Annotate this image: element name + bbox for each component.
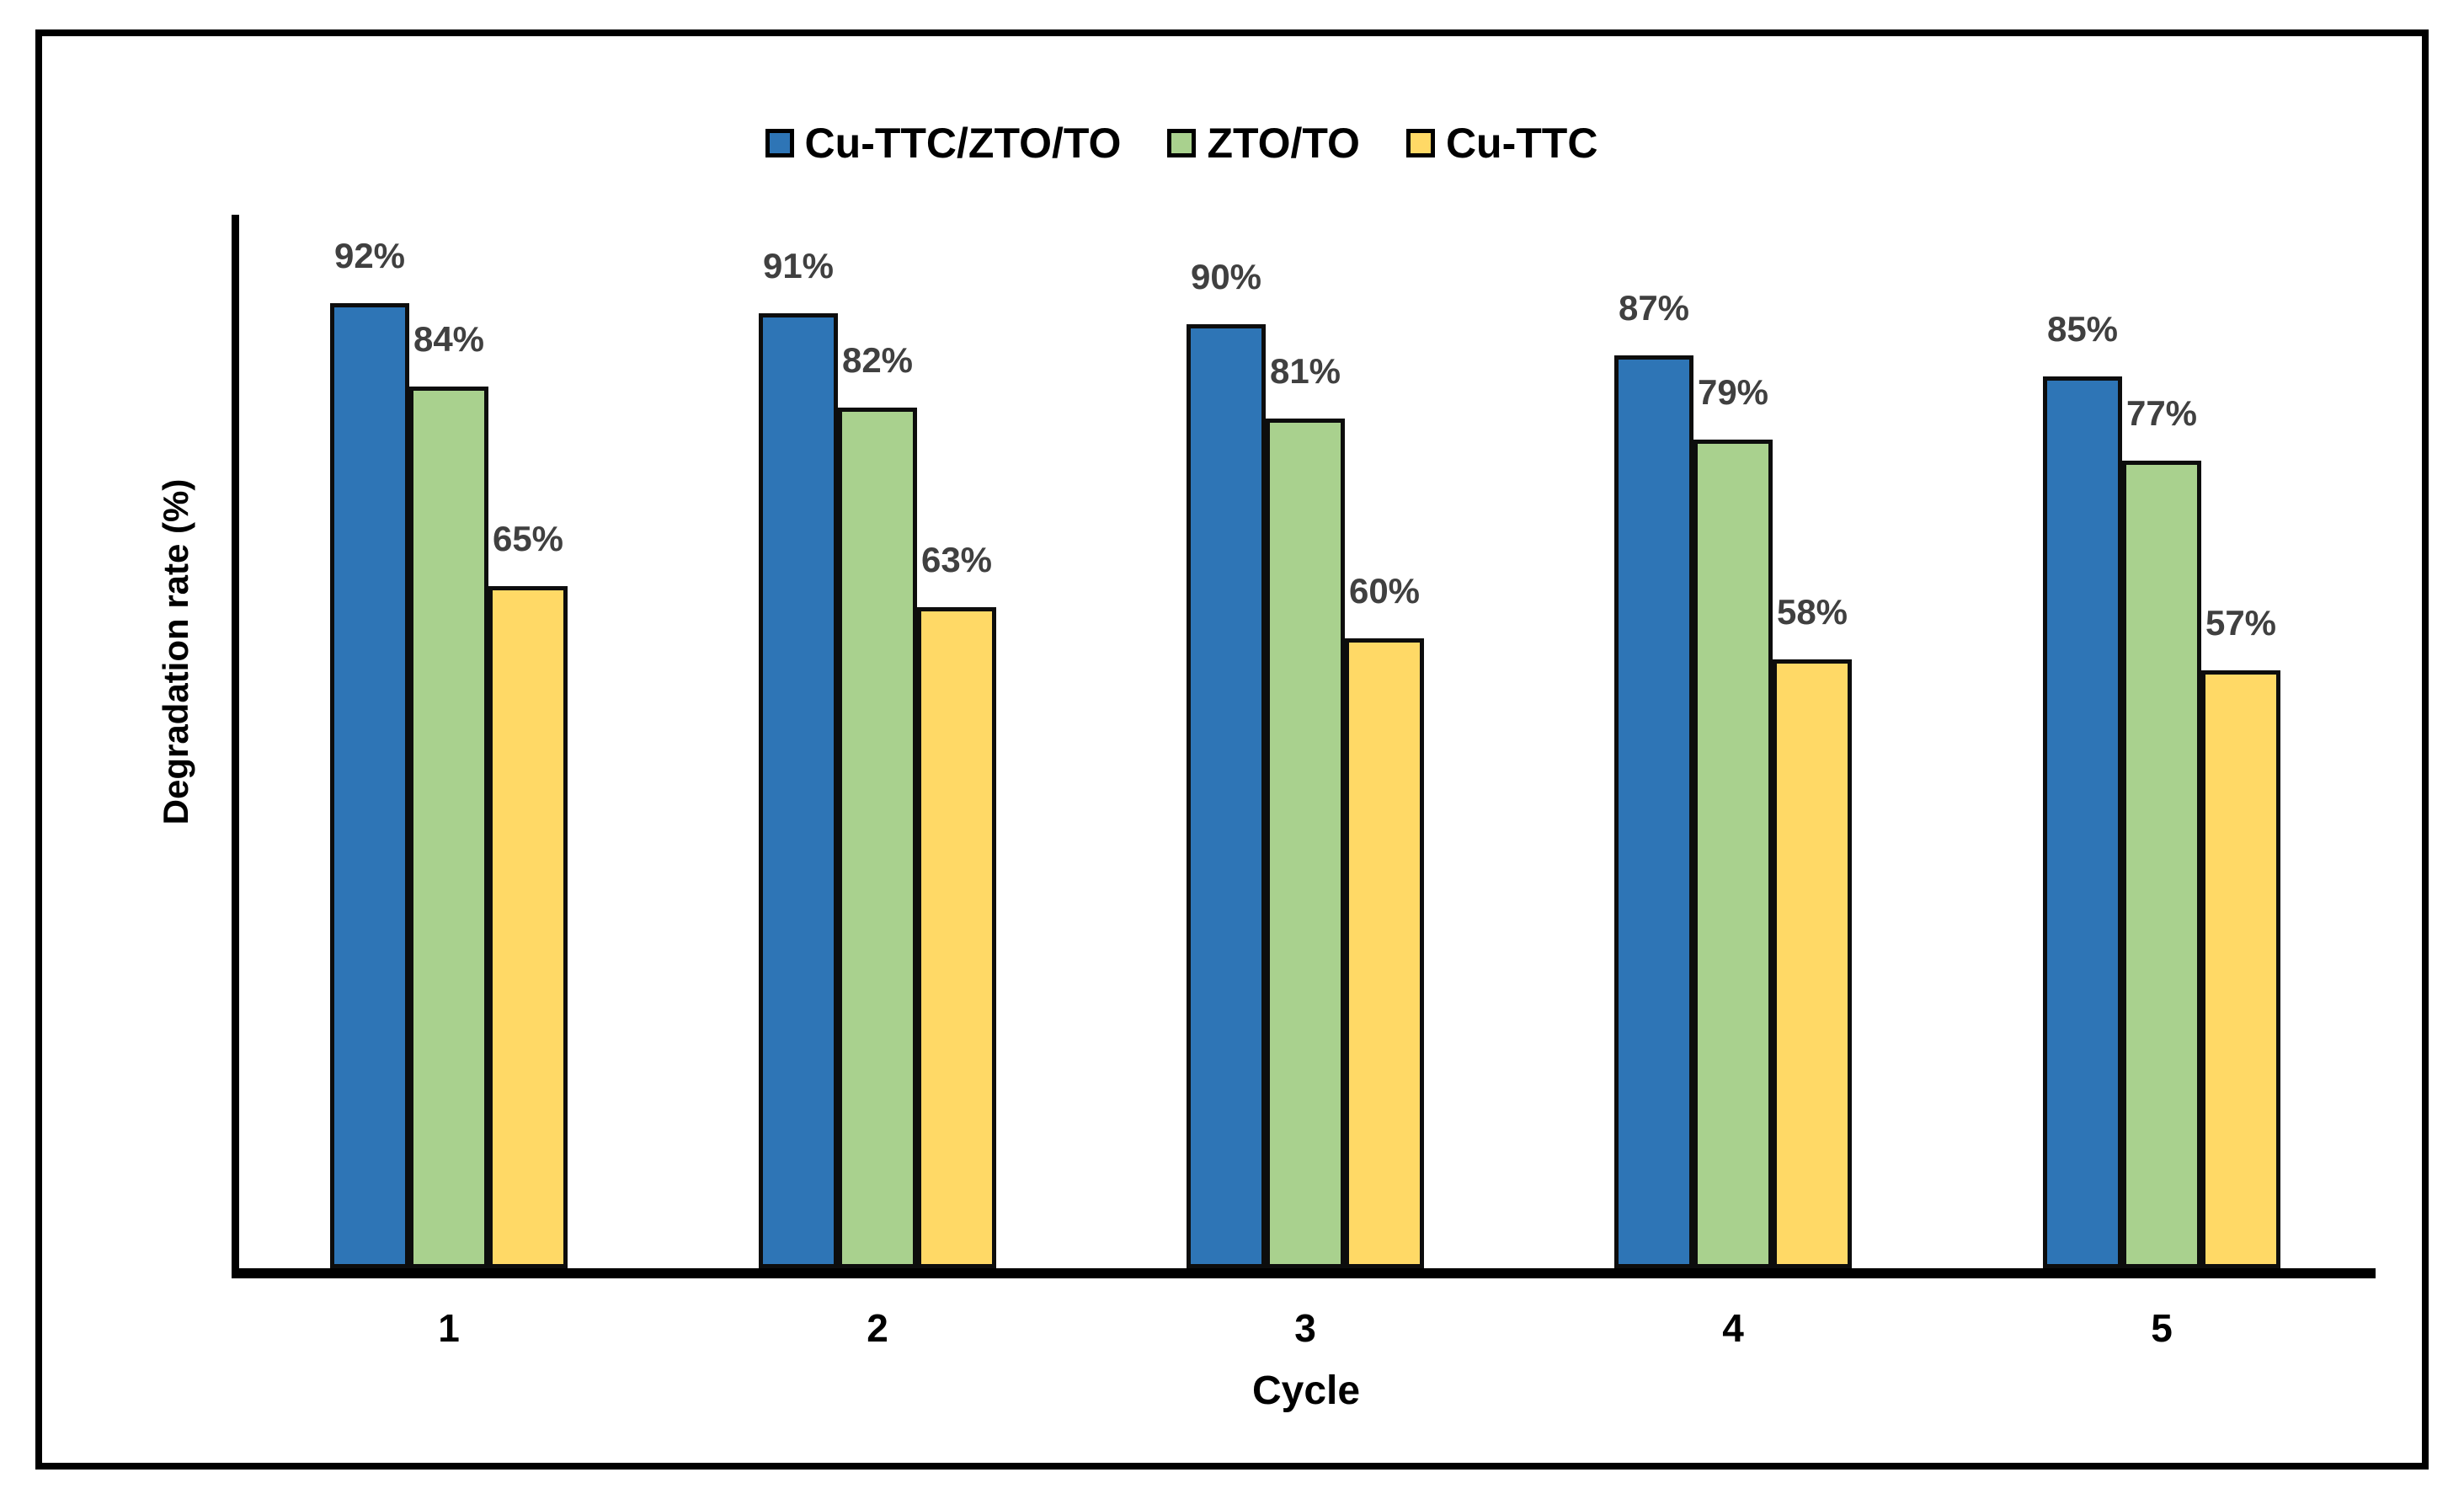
bar-Cu-TTC-cycle-5 (2201, 670, 2280, 1268)
y-axis-line (232, 215, 239, 1278)
bar-Cu-TTC/ZTO/TO-cycle-5 (2043, 376, 2122, 1268)
data-label-Cu-TTC-cycle-2: 63% (920, 540, 993, 579)
bar-wrap: 58% (1773, 592, 1852, 1268)
data-label-ZTO/TO-cycle-3: 81% (1269, 351, 1341, 391)
bar-wrap: 92% (330, 236, 409, 1268)
bar-Cu-TTC-cycle-4 (1773, 659, 1852, 1268)
legend-label: Cu-TTC/ZTO/TO (804, 120, 1122, 167)
bar-ZTO/TO-cycle-1 (409, 387, 488, 1268)
legend-item-3: Cu-TTC (1405, 119, 1598, 168)
bar-group-cycle-3: 90% 81% 60% (1187, 257, 1424, 1268)
data-label-Cu-TTC-cycle-3: 60% (1348, 571, 1421, 611)
legend-swatch-icon (765, 129, 794, 157)
data-label-Cu-TTC/ZTO/TO-cycle-2: 91% (762, 246, 835, 285)
legend-label: Cu-TTC (1445, 120, 1598, 167)
data-label-ZTO/TO-cycle-5: 77% (2125, 393, 2198, 433)
bar-ZTO/TO-cycle-2 (838, 408, 917, 1268)
bar-wrap: 90% (1187, 257, 1266, 1268)
bar-wrap: 81% (1266, 351, 1345, 1268)
data-label-Cu-TTC-cycle-1: 65% (492, 519, 564, 558)
bar-Cu-TTC/ZTO/TO-cycle-4 (1614, 355, 1693, 1268)
bar-Cu-TTC-cycle-2 (917, 607, 996, 1268)
legend-label: ZTO/TO (1207, 120, 1360, 167)
bar-group-cycle-4: 87% 79% 58% (1614, 288, 1852, 1268)
bar-Cu-TTC-cycle-1 (488, 586, 568, 1268)
bar-group-cycle-5: 85% 77% 57% (2043, 309, 2280, 1268)
chart-frame: Cu-TTC/ZTO/TO ZTO/TO Cu-TTC 92% 84% 65% 91% 82… (35, 29, 2429, 1470)
x-axis-title: Cycle (1251, 1368, 1361, 1413)
bar-ZTO/TO-cycle-3 (1266, 419, 1345, 1268)
bar-wrap: 82% (838, 340, 917, 1268)
data-label-Cu-TTC/ZTO/TO-cycle-1: 92% (333, 236, 406, 275)
bar-ZTO/TO-cycle-4 (1693, 440, 1773, 1268)
bar-wrap: 77% (2122, 393, 2201, 1268)
x-tick-label-3: 3 (1294, 1306, 1316, 1350)
data-label-Cu-TTC-cycle-4: 58% (1776, 592, 1848, 632)
legend: Cu-TTC/ZTO/TO ZTO/TO Cu-TTC (0, 119, 2371, 168)
data-label-Cu-TTC/ZTO/TO-cycle-4: 87% (1618, 288, 1690, 328)
y-axis-title: Degradation rate (%) (156, 478, 195, 825)
bar-wrap: 79% (1693, 372, 1773, 1268)
data-label-Cu-TTC/ZTO/TO-cycle-5: 85% (2046, 309, 2119, 349)
bar-wrap: 63% (917, 540, 996, 1268)
x-tick-label-1: 1 (438, 1306, 460, 1350)
data-label-ZTO/TO-cycle-2: 82% (841, 340, 914, 380)
plot-area: 92% 84% 65% 91% 82% 63% 90% 81% 60% 87% 79% 58% 85% 7… (235, 215, 2376, 1268)
bar-Cu-TTC/ZTO/TO-cycle-3 (1187, 324, 1266, 1268)
legend-swatch-icon (1405, 129, 1435, 157)
data-label-Cu-TTC/ZTO/TO-cycle-3: 90% (1190, 257, 1262, 296)
legend-swatch-icon (1167, 129, 1197, 157)
x-tick-label-5: 5 (2151, 1306, 2173, 1350)
data-label-ZTO/TO-cycle-1: 84% (413, 319, 485, 359)
bar-wrap: 85% (2043, 309, 2122, 1268)
bar-wrap: 84% (409, 319, 488, 1268)
bar-group-cycle-1: 92% 84% 65% (330, 236, 568, 1268)
bar-wrap: 87% (1614, 288, 1693, 1268)
bar-wrap: 60% (1345, 571, 1424, 1268)
bar-wrap: 57% (2201, 603, 2280, 1268)
bar-wrap: 91% (759, 246, 838, 1268)
bar-wrap: 65% (488, 519, 568, 1268)
data-label-Cu-TTC-cycle-5: 57% (2205, 603, 2277, 643)
bar-Cu-TTC/ZTO/TO-cycle-2 (759, 313, 838, 1268)
data-label-ZTO/TO-cycle-4: 79% (1697, 372, 1769, 412)
x-tick-label-4: 4 (1722, 1306, 1744, 1350)
x-tick-label-2: 2 (867, 1306, 888, 1350)
bar-Cu-TTC/ZTO/TO-cycle-1 (330, 303, 409, 1268)
legend-item-2: ZTO/TO (1167, 119, 1360, 168)
x-axis-line (232, 1268, 2376, 1278)
bar-ZTO/TO-cycle-5 (2122, 461, 2201, 1268)
bar-group-cycle-2: 91% 82% 63% (759, 246, 996, 1268)
bar-Cu-TTC-cycle-3 (1345, 638, 1424, 1268)
legend-item-1: Cu-TTC/ZTO/TO (765, 119, 1122, 168)
